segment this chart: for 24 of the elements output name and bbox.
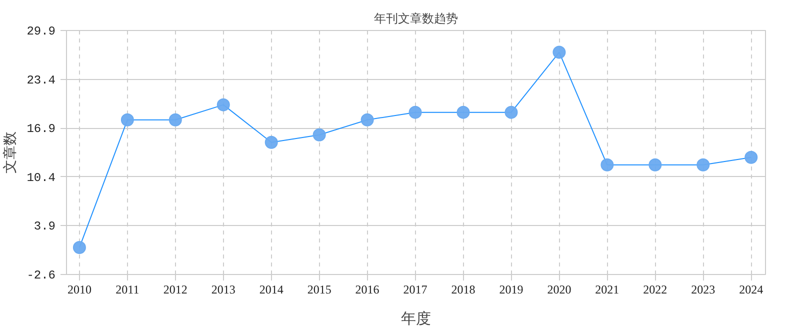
chart-title: 年刊文章数趋势 xyxy=(374,12,458,26)
x-tick-label: 2018 xyxy=(451,282,476,296)
x-tick-label: 2016 xyxy=(355,282,380,296)
x-tick-label: 2015 xyxy=(307,282,332,296)
y-tick-label: 23.4 xyxy=(26,73,56,88)
x-tick-label: 2021 xyxy=(595,282,620,296)
x-tick-label: 2019 xyxy=(499,282,524,296)
x-tick-label: 2011 xyxy=(116,282,140,296)
x-tick-label: 2010 xyxy=(67,282,92,296)
x-tick-label: 2017 xyxy=(403,282,428,296)
x-tick-label: 2014 xyxy=(259,282,284,296)
y-tick-label: 29.9 xyxy=(26,24,56,38)
x-tick-label: 2022 xyxy=(643,282,668,296)
x-axis-title: 年度 xyxy=(401,310,431,328)
x-tick-label: 2012 xyxy=(163,282,188,296)
x-tick-label: 2024 xyxy=(739,282,764,296)
y-tick-label: -2.6 xyxy=(26,268,56,282)
x-tick-label: 2023 xyxy=(691,282,716,296)
y-axis-title: 文章数 xyxy=(2,132,19,174)
x-tick-label: 2013 xyxy=(211,282,236,296)
x-tick-label: 2020 xyxy=(547,282,572,296)
y-tick-label: 16.9 xyxy=(26,122,56,136)
y-tick-label: 3.9 xyxy=(34,220,56,234)
y-tick-label: 10.4 xyxy=(26,170,56,185)
